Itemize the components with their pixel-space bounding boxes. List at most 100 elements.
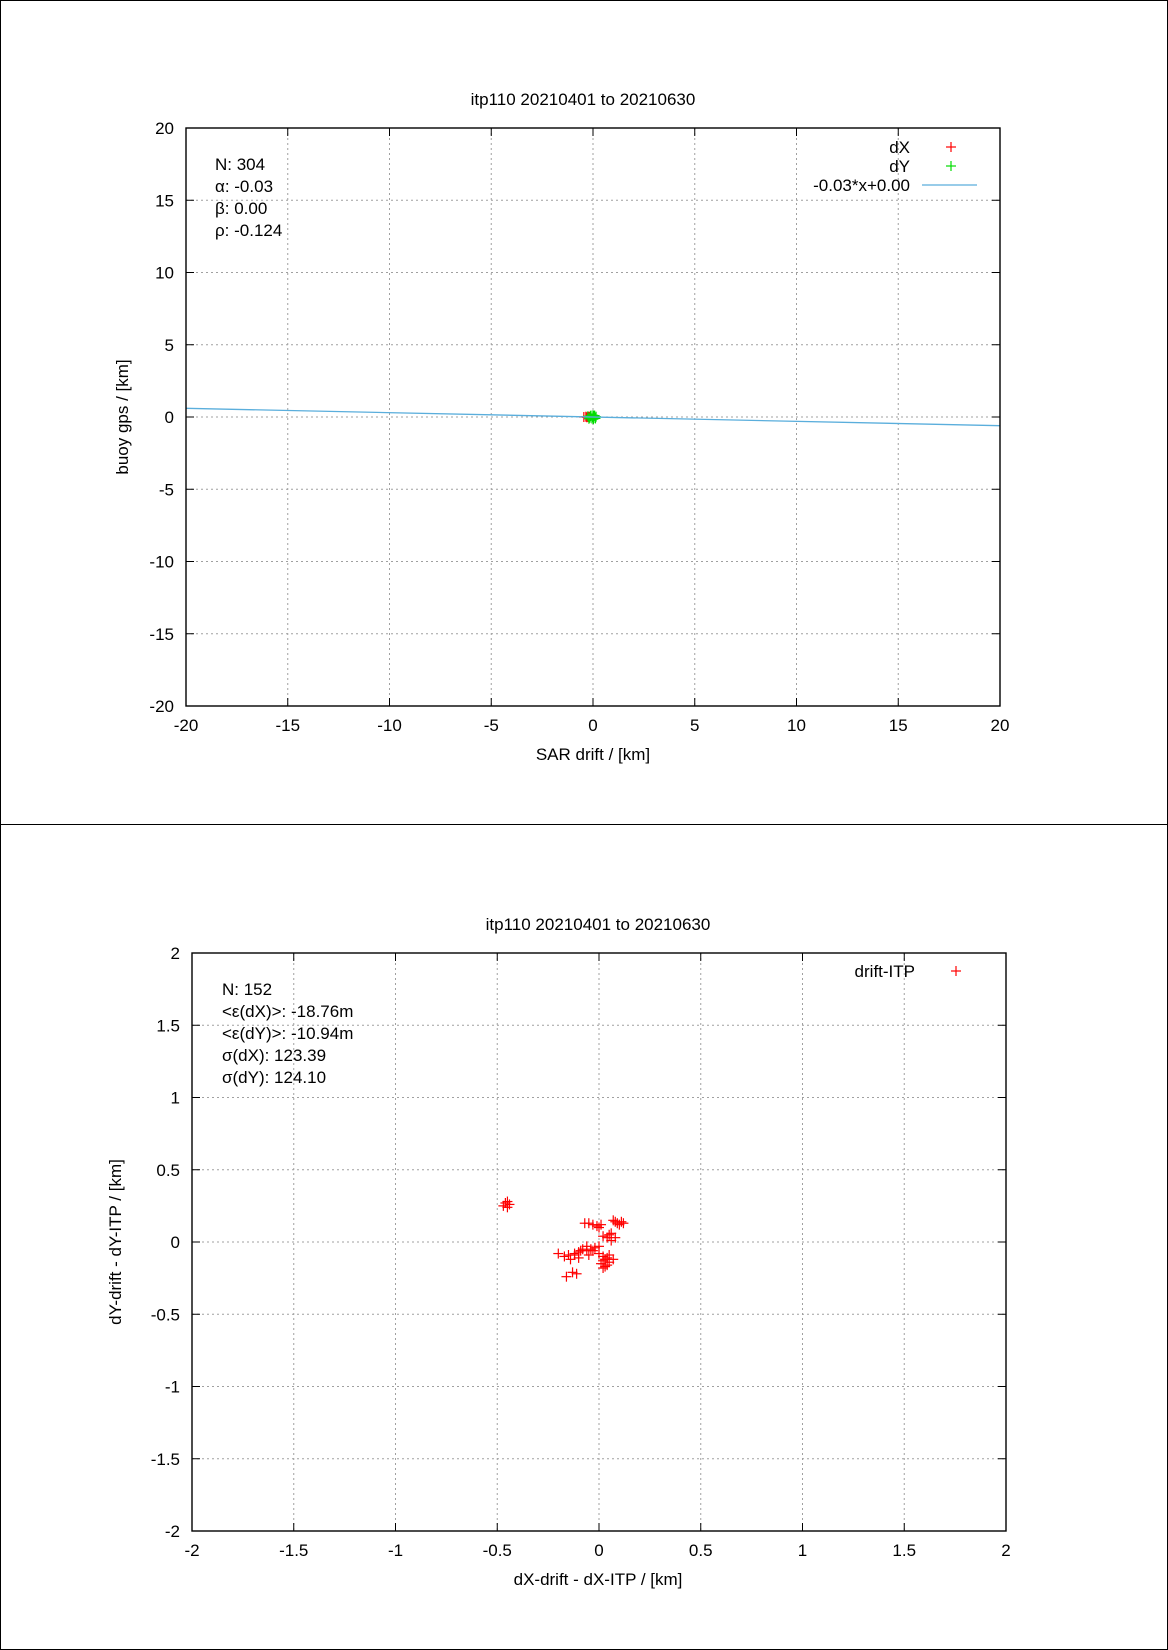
chart-2-ylabel: dY-drift - dY-ITP / [km] — [106, 1159, 125, 1325]
legend-marker — [946, 161, 956, 171]
data-point — [565, 1254, 576, 1265]
chart-1-ytick-label: 10 — [155, 264, 174, 283]
data-point — [590, 413, 601, 424]
chart-1-xtick-label: 15 — [889, 716, 908, 735]
data-point — [594, 1222, 604, 1233]
chart-1-ytick-label: 5 — [165, 336, 174, 355]
data-point — [608, 1254, 619, 1265]
data-point — [583, 1218, 594, 1229]
chart-2: itp110 20210401 to 20210630 dX-drift - d… — [106, 915, 1011, 1589]
data-point — [616, 1216, 627, 1227]
stats-line: β: 0.00 — [215, 199, 267, 218]
chart-2-marks — [498, 1196, 629, 1282]
chart-2-xtick-label: -1.5 — [279, 1541, 308, 1560]
chart-2-plot-frame — [191, 952, 1007, 1532]
chart-1-xtick-label: -20 — [174, 716, 199, 735]
chart-2-ticks: -2 -1.5 -1 -0.5 0 0.5 1 1.5 2 -2 -1.5 -1 -0.5 0 0.5 1 1.… — [151, 944, 1011, 1560]
legend-label: drift-ITP — [855, 962, 915, 981]
stats-line: ρ: -0.124 — [215, 221, 282, 240]
data-point — [591, 1221, 602, 1232]
chart-1-ytick-label: -20 — [149, 697, 174, 716]
data-point — [559, 1251, 570, 1262]
data-point — [596, 1219, 607, 1230]
chart-2-ytick-label: 2 — [171, 944, 180, 963]
data-point — [598, 1255, 609, 1266]
chart-2-legend: drift-ITP — [855, 962, 961, 981]
data-point — [598, 1231, 609, 1242]
data-point — [573, 1252, 584, 1263]
chart-1-xtick-label: -5 — [484, 716, 499, 735]
chart-2-ytick-label: 1.5 — [156, 1016, 180, 1035]
chart-1-ytick-label: 20 — [155, 119, 174, 138]
chart-1-ytick-label: -5 — [159, 480, 174, 499]
chart-1: itp110 20210401 to 20210630 SAR drift / … — [113, 90, 1009, 764]
chart-1-ytick-label: 15 — [155, 191, 174, 210]
chart-2-xtick-label: 0 — [594, 1541, 603, 1560]
stats-line: N: 304 — [215, 155, 265, 174]
data-point — [502, 1202, 513, 1213]
data-point — [571, 1268, 582, 1279]
chart-2-ytick-label: -2 — [165, 1522, 180, 1541]
chart-2-ytick-label: 1 — [171, 1089, 180, 1108]
chart-1-ytick-label: -15 — [149, 625, 174, 644]
data-point — [583, 1250, 594, 1261]
data-point — [588, 414, 599, 425]
chart-1-plot-frame — [185, 127, 1001, 707]
legend-marker — [951, 966, 961, 976]
stats-line: N: 152 — [222, 980, 272, 999]
chart-1-xtick-label: -15 — [275, 716, 300, 735]
chart-1-marks — [185, 407, 1001, 427]
data-point — [500, 1197, 511, 1208]
chart-1-xtick-label: 5 — [690, 716, 699, 735]
chart-1-ytick-label: -10 — [149, 553, 174, 572]
legend-label: dX — [889, 138, 910, 157]
data-point — [567, 1267, 578, 1278]
chart-1-xtick-label: -10 — [377, 716, 402, 735]
data-point — [618, 1218, 629, 1229]
chart-1-ytick-label: 0 — [165, 408, 174, 427]
chart-1-xtick-label: 20 — [991, 716, 1010, 735]
legend-marker — [946, 142, 956, 152]
data-point — [561, 1271, 572, 1282]
data-point — [553, 1248, 564, 1259]
chart-2-ytick-label: -1 — [165, 1378, 180, 1397]
chart-2-xtick-label: -2 — [184, 1541, 199, 1560]
chart-2-xtick-label: 0.5 — [689, 1541, 713, 1560]
data-point — [594, 1248, 604, 1259]
stats-line: σ(dY): 124.10 — [222, 1068, 326, 1087]
stats-line: σ(dX): 123.39 — [222, 1046, 326, 1065]
chart-2-xtick-label: -0.5 — [483, 1541, 512, 1560]
chart-2-ytick-label: -1.5 — [151, 1450, 180, 1469]
legend-label: -0.03*x+0.00 — [813, 176, 910, 195]
legend-label: dY — [889, 157, 910, 176]
chart-2-stats: N: 152 <ε(dX)>: -18.76m <ε(dY)>: -10.94m σ(… — [222, 980, 353, 1087]
stats-line: α: -0.03 — [215, 177, 273, 196]
chart-2-xtick-label: -1 — [388, 1541, 403, 1560]
chart-2-xlabel: dX-drift - dX-ITP / [km] — [514, 1570, 683, 1589]
chart-2-grid — [192, 953, 1006, 1531]
chart-1-xtick-label: 0 — [588, 716, 597, 735]
data-point — [604, 1250, 615, 1261]
chart-1-xlabel: SAR drift / [km] — [536, 745, 650, 764]
chart-2-xtick-label: 2 — [1001, 1541, 1010, 1560]
data-point — [575, 1245, 586, 1256]
fit-line — [185, 407, 1001, 427]
stats-line: <ε(dY)>: -10.94m — [222, 1024, 353, 1043]
chart-2-ytick-label: -0.5 — [151, 1305, 180, 1324]
data-point — [581, 1241, 592, 1252]
chart-2-xtick-label: 1.5 — [892, 1541, 916, 1560]
chart-2-ytick-label: 0.5 — [156, 1161, 180, 1180]
data-point — [610, 1232, 621, 1243]
chart-1-stats: N: 304 α: -0.03 β: 0.00 ρ: -0.124 — [215, 155, 282, 240]
stats-line: <ε(dX)>: -18.76m — [222, 1002, 353, 1021]
chart-1-ticks: -20 -15 -10 -5 0 5 10 15 20 -20 -15 -10 -5 0 5 10 15 20 — [149, 119, 1009, 735]
data-point — [604, 1229, 615, 1240]
chart-1-ylabel: buoy gps / [km] — [113, 359, 132, 474]
chart-1-xtick-label: 10 — [787, 716, 806, 735]
chart-2-xtick-label: 1 — [798, 1541, 807, 1560]
data-point — [602, 1260, 613, 1271]
data-point — [587, 1245, 598, 1256]
